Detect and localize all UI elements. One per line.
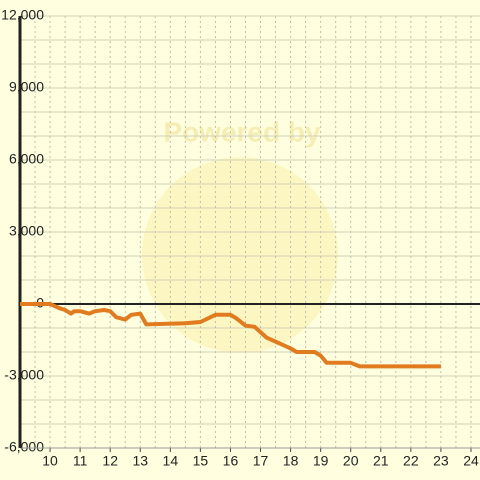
- y-tick-label: 9,000: [9, 79, 44, 95]
- x-tick-label: 22: [403, 453, 419, 469]
- x-tick-label: 21: [373, 453, 389, 469]
- y-tick-label: 3,000: [9, 223, 44, 239]
- data-line: [20, 302, 441, 369]
- x-tick-label: 19: [313, 453, 329, 469]
- watermark: Powered by: [163, 116, 321, 147]
- x-tick-label: 17: [253, 453, 269, 469]
- y-tick-label: 6,000: [9, 151, 44, 167]
- x-tick-label: 20: [343, 453, 359, 469]
- x-tick-label: 14: [163, 453, 179, 469]
- x-tick-label: 11: [73, 453, 88, 469]
- x-tick-label: 10: [42, 453, 58, 469]
- y-tick-label: -3,000: [4, 367, 44, 383]
- x-tick-label: 24: [463, 453, 479, 469]
- x-tick-label: 16: [223, 453, 239, 469]
- x-tick-label: 23: [433, 453, 449, 469]
- x-tick-label: 18: [283, 453, 299, 469]
- y-tick-label: -6,000: [4, 439, 44, 455]
- x-tick-label: 13: [132, 453, 148, 469]
- x-tick-label: 12: [102, 453, 118, 469]
- x-tick-label: 15: [193, 453, 209, 469]
- y-tick-label: 12,000: [1, 7, 44, 23]
